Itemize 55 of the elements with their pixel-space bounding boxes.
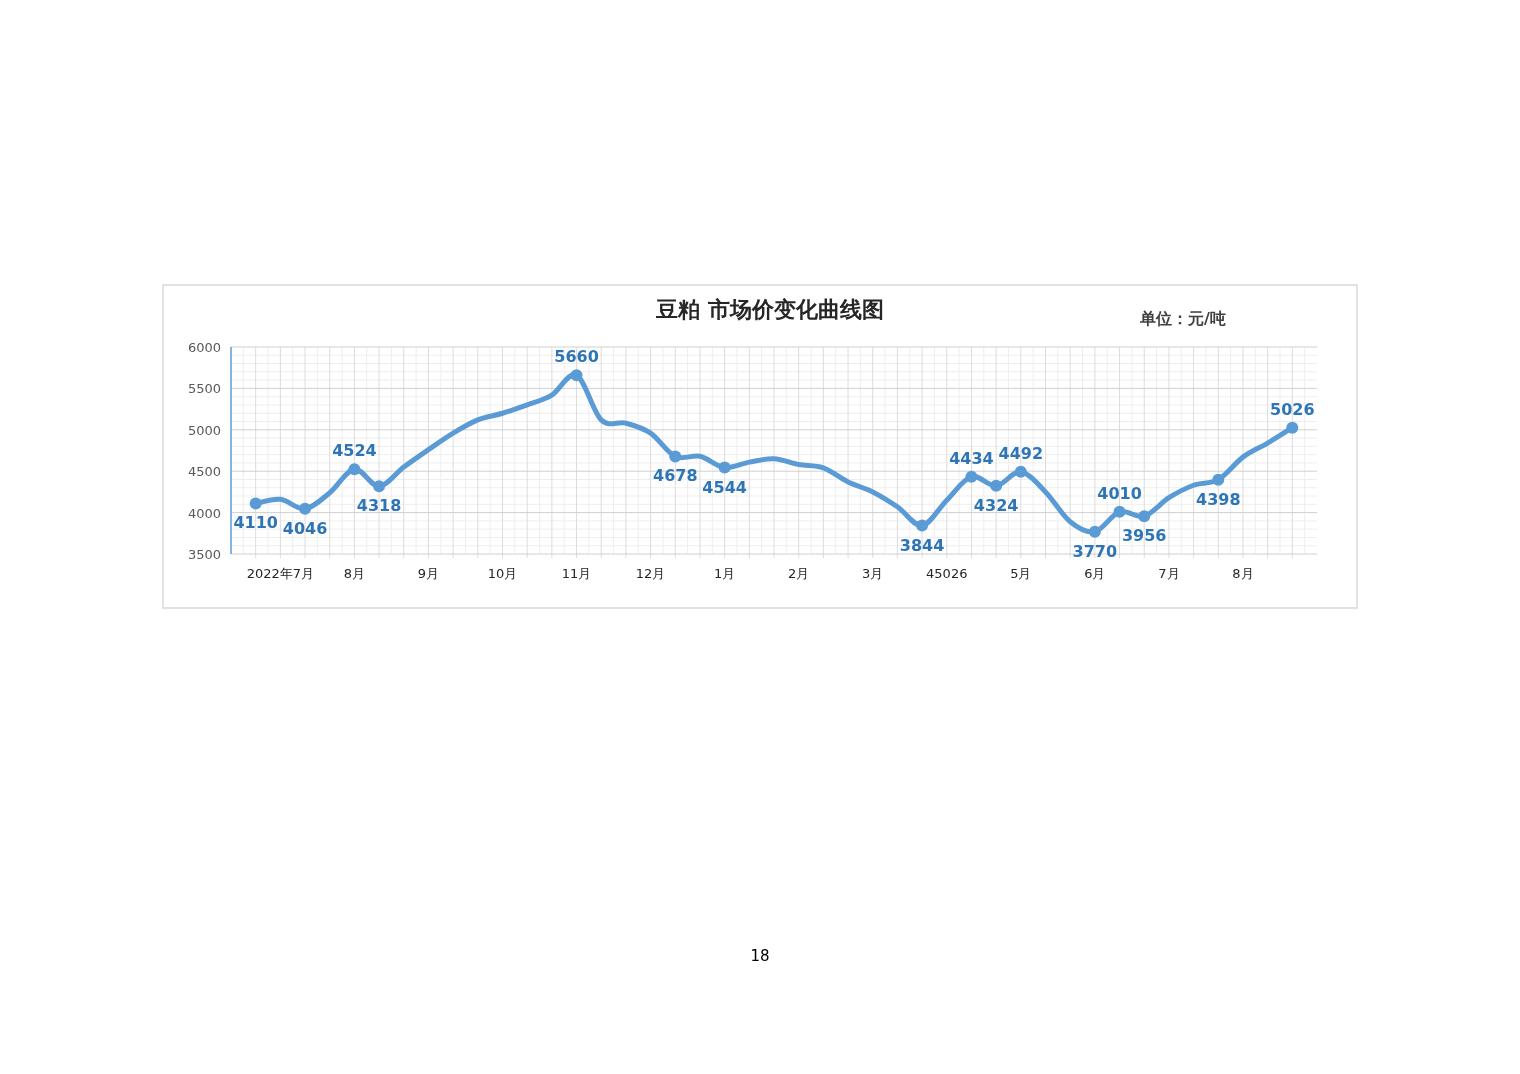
y-tick-label: 5500 xyxy=(187,381,221,397)
data-label: 3956 xyxy=(1121,526,1167,546)
point xyxy=(990,479,1003,492)
chart-title: 豆粕 市场价变化曲线图 xyxy=(655,297,884,322)
data-label: 4046 xyxy=(282,518,328,538)
data-label: 4010 xyxy=(1097,483,1142,503)
text: 单位：元/吨 xyxy=(1139,309,1226,328)
x-tick-label: 8月 xyxy=(1232,566,1254,581)
point xyxy=(1212,473,1225,486)
x-tick-label: 12月 xyxy=(635,566,666,581)
x-tick-label: 10月 xyxy=(487,566,518,581)
point xyxy=(916,519,929,532)
x-tick-label: 6月 xyxy=(1084,566,1106,581)
x-tick-label: 5月 xyxy=(1010,566,1032,581)
data-label: 4434 xyxy=(949,448,994,468)
x-tick-label: 3月 xyxy=(862,566,884,581)
point xyxy=(249,497,262,510)
x-tick-label: 8月 xyxy=(343,566,366,581)
data-label: 4398 xyxy=(1196,489,1241,509)
data-label: 4492 xyxy=(998,443,1044,463)
x-tick-label: 9月 xyxy=(417,566,440,581)
point xyxy=(299,502,312,515)
point xyxy=(348,463,361,476)
point xyxy=(1286,421,1299,434)
data-label: 3770 xyxy=(1072,541,1118,561)
point xyxy=(718,461,731,474)
point xyxy=(373,480,386,493)
x-tick-label: 11月 xyxy=(561,566,592,581)
data-label: 4524 xyxy=(332,441,377,461)
data-label: 4110 xyxy=(233,513,278,533)
x-tick-label: 45026 xyxy=(926,566,968,581)
y-tick-label: 3500 xyxy=(187,547,221,562)
data-label: 4678 xyxy=(653,466,698,486)
text: 18 xyxy=(750,947,770,965)
y-tick-label: 4500 xyxy=(187,464,221,480)
point xyxy=(1138,510,1151,523)
x-tick-label: 7月 xyxy=(1158,566,1180,581)
y-tick-label: 5000 xyxy=(187,422,221,438)
x-tick-label: 2022年7月 xyxy=(246,566,315,581)
point xyxy=(570,369,583,382)
data-label: 4544 xyxy=(702,477,747,497)
point xyxy=(669,450,682,463)
x-tick-label: 1月 xyxy=(714,566,736,581)
point xyxy=(965,470,978,483)
point xyxy=(1088,525,1101,538)
y-tick-label: 4000 xyxy=(187,505,221,521)
y-tick-label: 6000 xyxy=(187,340,221,355)
data-label: 3844 xyxy=(899,535,945,555)
data-label: 4324 xyxy=(973,495,1019,515)
x-tick-label: 2月 xyxy=(788,566,810,581)
data-label: 5660 xyxy=(554,347,599,367)
data-label: 5026 xyxy=(1270,399,1315,419)
point xyxy=(1113,505,1126,518)
data-label: 4318 xyxy=(356,496,402,516)
point xyxy=(1014,465,1027,478)
